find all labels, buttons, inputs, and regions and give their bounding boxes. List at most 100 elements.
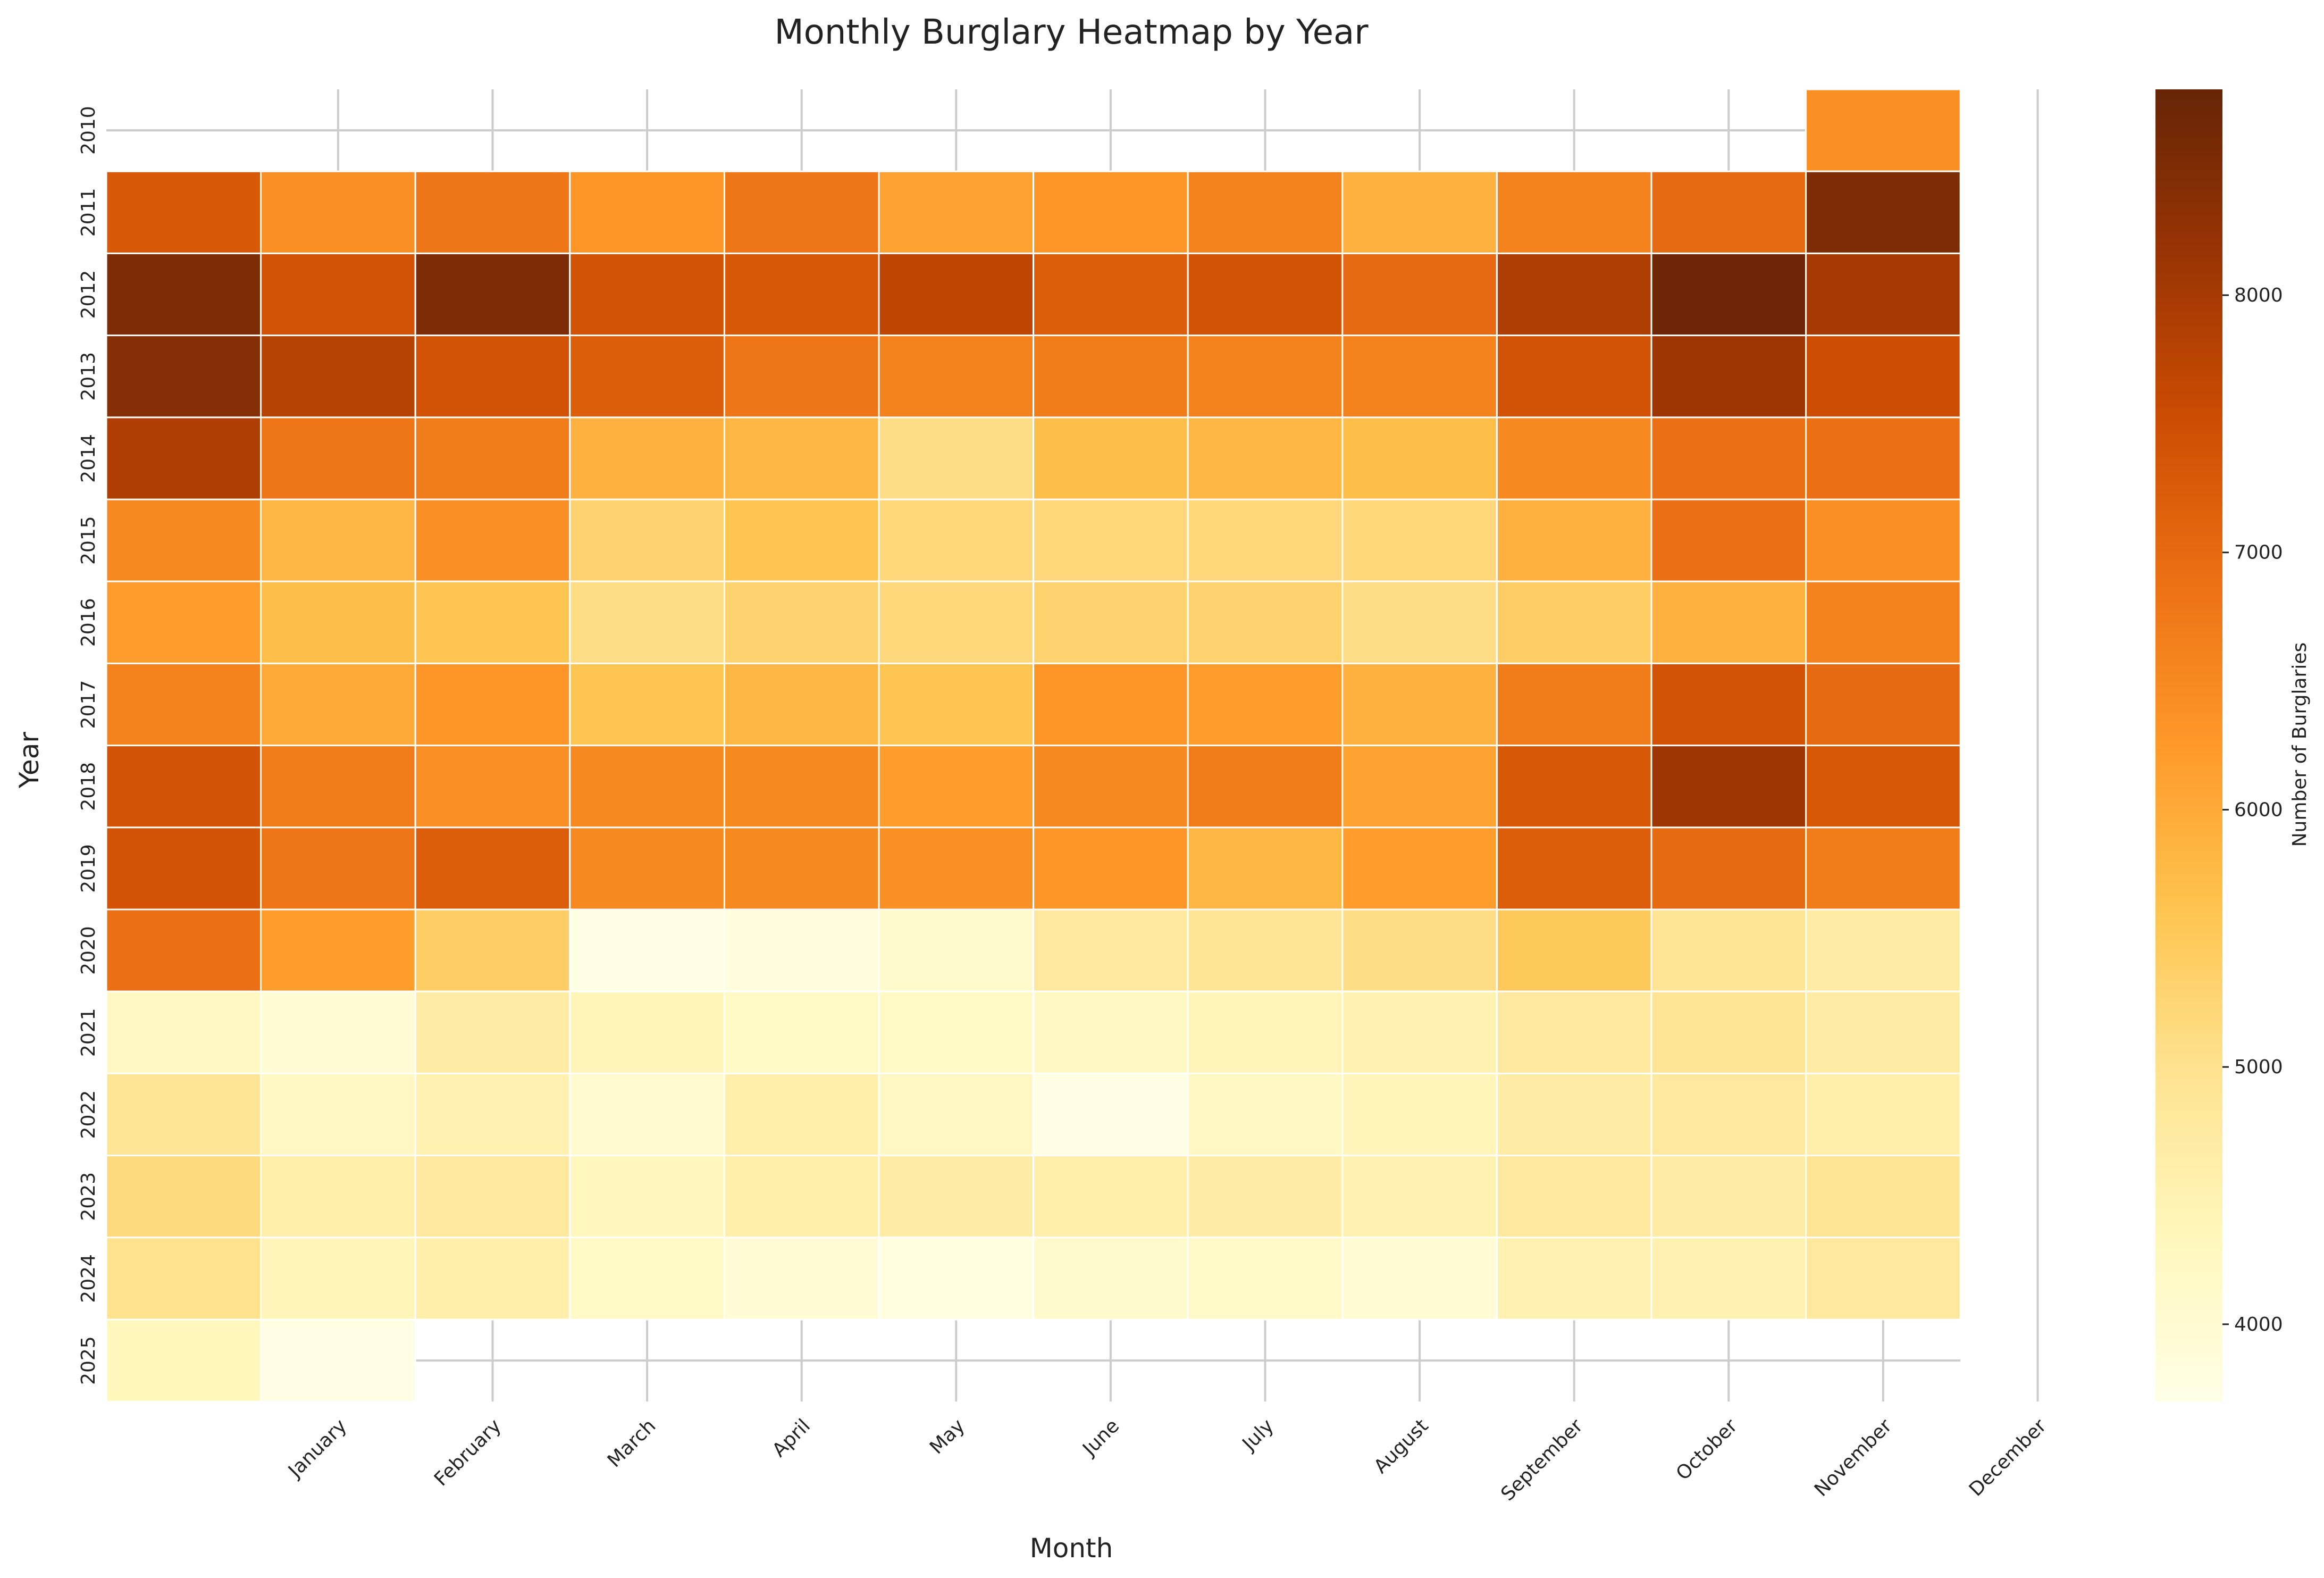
heatmap-cell (1033, 580, 1189, 664)
heatmap-cell (1341, 1237, 1498, 1321)
heatmap-cell (1805, 990, 1961, 1074)
heatmap-cell (414, 580, 571, 664)
heatmap-cell (1805, 1072, 1961, 1157)
heatmap-cell (1805, 662, 1961, 747)
heatmap-cell (1496, 826, 1652, 911)
heatmap-cell (414, 662, 571, 747)
heatmap-cell (1033, 416, 1189, 500)
y-tick-label: 2024 (78, 1254, 99, 1303)
heatmap-cell (1033, 745, 1189, 829)
heatmap-cell (1496, 335, 1652, 419)
heatmap-cell (1187, 498, 1344, 582)
heatmap-cell (1033, 252, 1189, 337)
heatmap-cell (1033, 498, 1189, 582)
y-tick-label: 2011 (78, 188, 99, 237)
heatmap-cell (569, 1237, 725, 1321)
y-tick-label: 2025 (78, 1336, 99, 1385)
heatmap-cell (1187, 580, 1344, 664)
heatmap-cell (1341, 252, 1498, 337)
heatmap-cell (260, 416, 416, 500)
heatmap-cell (105, 498, 262, 582)
heatmap-cell (1650, 908, 1807, 992)
x-axis-label: Month (1030, 1533, 1113, 1564)
heatmap-cell (1650, 745, 1807, 829)
heatmap-cell (723, 908, 880, 992)
heatmap-cell (723, 335, 880, 419)
heatmap-cell (1341, 580, 1498, 664)
heatmap-cell (569, 990, 725, 1074)
heatmap-cell (1805, 335, 1961, 419)
heatmap-cell (414, 170, 571, 254)
heatmap-cell (723, 252, 880, 337)
heatmap-cell (1805, 1237, 1961, 1321)
heatmap-cell (723, 1072, 880, 1157)
heatmap-cell (1187, 416, 1344, 500)
y-tick-label: 2021 (78, 1008, 99, 1057)
heatmap-cell (569, 498, 725, 582)
heatmap-cell (414, 252, 571, 337)
heatmap-cell (878, 908, 1035, 992)
colorbar-tick-label: 4000 (2234, 1314, 2283, 1335)
chart-title: Monthly Burglary Heatmap by Year (774, 13, 1369, 52)
heatmap-cell (878, 826, 1035, 911)
heatmap-cell (569, 826, 725, 911)
heatmap-cell (1805, 170, 1961, 254)
heatmap-cell (1341, 662, 1498, 747)
heatmap-cell (1341, 826, 1498, 911)
colorbar (2155, 89, 2222, 1401)
heatmap-cell (414, 826, 571, 911)
heatmap-cell (878, 662, 1035, 747)
heatmap-cell (723, 826, 880, 911)
heatmap-cell (1033, 990, 1189, 1074)
heatmap-cell (878, 335, 1035, 419)
heatmap-cell (1805, 416, 1961, 500)
heatmap-cell (260, 252, 416, 337)
heatmap-cell (105, 252, 262, 337)
y-tick-labels: 2010 2011 2012 2013 2014 2015 2016 2017 2018 2019… (78, 106, 99, 1385)
heatmap-cell (105, 662, 262, 747)
heatmap-cell (1187, 170, 1344, 254)
heatmap-cell (260, 1072, 416, 1157)
heatmap-cell (878, 498, 1035, 582)
heatmap-cell (1650, 1237, 1807, 1321)
heatmap-cell (1187, 745, 1344, 829)
heatmap-cell (878, 252, 1035, 337)
heatmap-cell (414, 990, 571, 1074)
heatmap-cell (1650, 580, 1807, 664)
heatmap-cell (878, 745, 1035, 829)
y-tick-label: 2020 (78, 926, 99, 975)
heatmap-cell (1187, 908, 1344, 992)
y-tick-label: 2014 (78, 434, 99, 483)
heatmap-cell (105, 908, 262, 992)
heatmap-cell (105, 745, 262, 829)
heatmap-cell (1341, 745, 1498, 829)
y-tick-label: 2023 (78, 1172, 99, 1221)
heatmap-cell (260, 990, 416, 1074)
heatmap-cell (1033, 826, 1189, 911)
heatmap-cell (569, 745, 725, 829)
y-tick-label: 2022 (78, 1090, 99, 1139)
heatmap-cell (1650, 826, 1807, 911)
heatmap-cell (105, 990, 262, 1074)
heatmap-cell (1650, 1072, 1807, 1157)
heatmap-cell (569, 170, 725, 254)
heatmap-cell (723, 1155, 880, 1239)
y-tick-label: 2010 (78, 106, 99, 155)
heatmap-cell (105, 1072, 262, 1157)
heatmap-cell (1496, 662, 1652, 747)
heatmap-cell (414, 1237, 571, 1321)
heatmap-cell (1496, 745, 1652, 829)
heatmap-cell (414, 908, 571, 992)
heatmap-cell (1187, 1072, 1344, 1157)
heatmap-cell (260, 1155, 416, 1239)
heatmap-cell (1496, 252, 1652, 337)
heatmap-cell (1341, 498, 1498, 582)
heatmap-cell (723, 745, 880, 829)
heatmap-cell (723, 1237, 880, 1321)
heatmap-cell (260, 1318, 416, 1402)
heatmap-cell (1496, 416, 1652, 500)
heatmap-cell (1650, 498, 1807, 582)
heatmap-cell (1341, 1072, 1498, 1157)
heatmap-cell (1033, 1155, 1189, 1239)
